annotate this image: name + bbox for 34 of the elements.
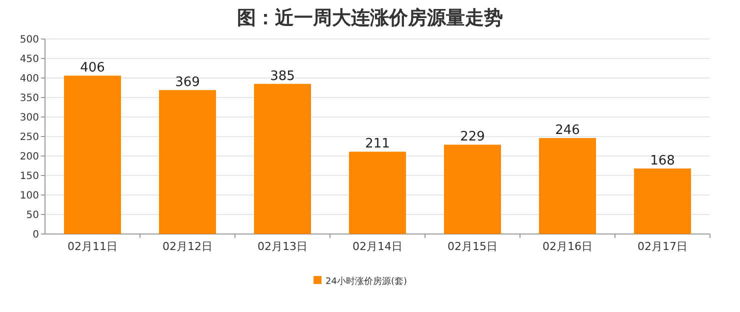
x-tick-label: 02月13日 xyxy=(258,240,308,253)
y-tick-label: 300 xyxy=(20,112,39,124)
y-tick-label: 200 xyxy=(20,152,39,162)
y-tick-label: 50 xyxy=(26,210,39,221)
y-tick-label: 450 xyxy=(20,54,39,65)
x-tick-label: 02月14日 xyxy=(352,240,402,253)
legend-label: 24小时涨价房源(套) xyxy=(326,276,407,287)
y-tick-label: 350 xyxy=(20,93,39,104)
y-tick-label: 250 xyxy=(20,132,39,143)
bar xyxy=(64,76,121,234)
y-tick-label: 400 xyxy=(20,74,39,84)
bar xyxy=(254,84,311,234)
data-label: 406 xyxy=(80,60,105,76)
x-tick-label: 02月12日 xyxy=(162,240,212,253)
y-tick-label: 100 xyxy=(20,190,39,202)
data-label: 168 xyxy=(650,153,675,168)
data-label: 246 xyxy=(555,123,580,138)
bar xyxy=(444,144,501,234)
x-tick-label: 02月16日 xyxy=(542,240,592,253)
data-label: 229 xyxy=(460,130,485,145)
bar xyxy=(539,138,596,234)
data-label: 211 xyxy=(365,136,390,152)
bar xyxy=(349,152,406,234)
x-tick-label: 02月15日 xyxy=(448,240,498,253)
bar xyxy=(159,90,216,234)
y-tick-label: 150 xyxy=(20,171,39,182)
data-label: 369 xyxy=(175,75,200,90)
y-tick-label: 0 xyxy=(32,230,39,240)
y-tick-label: 500 xyxy=(20,34,39,46)
chart-title: 图：近一周大连涨价房源量走势 xyxy=(237,7,503,29)
x-tick-label: 02月17日 xyxy=(638,240,688,253)
data-label: 385 xyxy=(270,68,295,84)
bar xyxy=(634,168,691,234)
x-tick-label: 02月11日 xyxy=(68,240,118,253)
